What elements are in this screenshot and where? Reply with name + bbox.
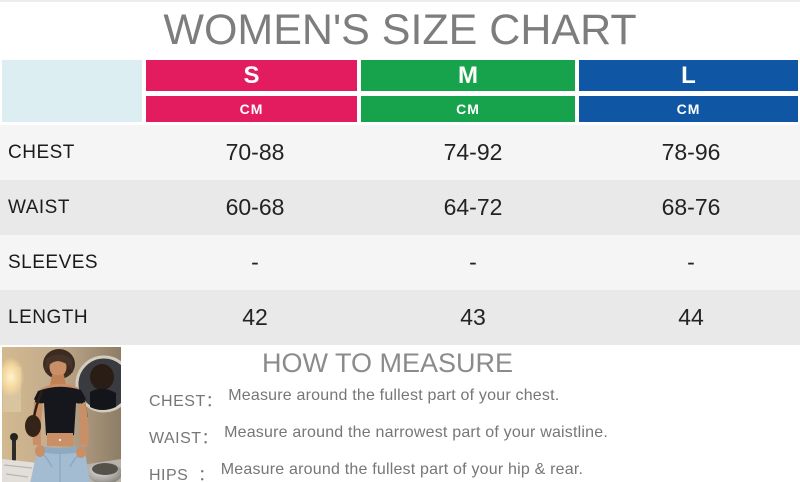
cell-value: 43 (460, 304, 486, 330)
measure-text: Measure around the fullest part of your … (220, 461, 584, 478)
row-label: CHEST (8, 141, 75, 163)
cell-value: 64-72 (443, 194, 503, 220)
measure-text: Measure around the fullest part of your … (228, 387, 560, 404)
measure-instructions: HOW TO MEASURE CHEST： Measure around the… (121, 345, 626, 482)
measure-text: Measure around the narrowest part of you… (224, 424, 609, 441)
row-label: SLEEVES (8, 251, 99, 273)
table-row-sleeves: SLEEVES - - - (0, 235, 800, 290)
how-to-measure-section: HOW TO MEASURE CHEST： Measure around the… (0, 345, 800, 482)
cell-value: 60-68 (225, 194, 285, 220)
cell-value: 68-76 (661, 194, 721, 220)
row-label: LENGTH (8, 306, 89, 328)
size-table-header: S M L CM CM CM (0, 58, 800, 125)
table-row-length: LENGTH 42 43 44 (0, 290, 800, 345)
measure-line-chest: CHEST： Measure around the fullest part o… (149, 387, 626, 411)
cell-value: - (469, 249, 477, 275)
measure-heading: HOW TO MEASURE (261, 348, 514, 378)
size-header-s: S (146, 60, 357, 91)
model-photo-illustration (0, 347, 133, 482)
measure-line-waist: WAIST： Measure around the narrowest part… (149, 424, 626, 448)
model-photo (0, 345, 133, 482)
corner-cell (2, 60, 142, 122)
cell-value: 44 (678, 304, 704, 330)
unit-cell-m: CM (361, 96, 575, 122)
cell-value: 42 (242, 304, 268, 330)
cell-value: - (251, 249, 259, 275)
measure-label: CHEST： (149, 393, 223, 410)
size-header-m: M (361, 60, 575, 91)
cell-value: 78-96 (661, 139, 721, 165)
cell-value: 74-92 (443, 139, 503, 165)
measure-label: HIPS ： (149, 467, 215, 482)
measure-line-hips: HIPS ： Measure around the fullest part o… (149, 461, 626, 482)
unit-cell-s: CM (146, 96, 357, 122)
unit-cell-l: CM (579, 96, 798, 122)
cell-value: - (687, 249, 695, 275)
size-table-body: CHEST 70-88 74-92 78-96 WAIST 60-68 64-7… (0, 125, 800, 345)
row-label: WAIST (8, 196, 70, 218)
cell-value: 70-88 (225, 139, 285, 165)
page-title: WOMEN'S SIZE CHART (163, 5, 637, 54)
table-row-chest: CHEST 70-88 74-92 78-96 (0, 125, 800, 180)
measure-label: WAIST： (149, 430, 219, 447)
size-header-l: L (579, 60, 798, 91)
table-row-waist: WAIST 60-68 64-72 68-76 (0, 180, 800, 235)
